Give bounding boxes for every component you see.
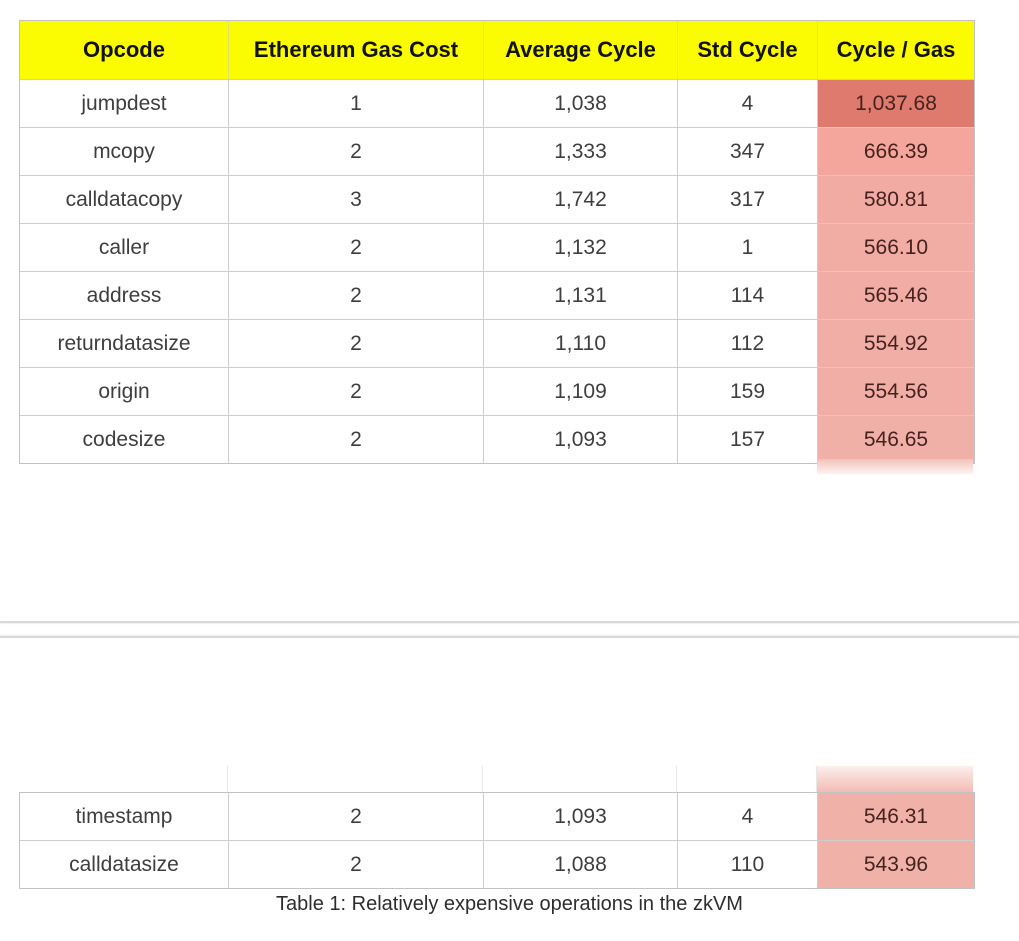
- std-cycle-cell: 317: [678, 176, 818, 223]
- std-cycle-cell: 157: [678, 416, 818, 463]
- std-cycle-cell: 347: [678, 128, 818, 175]
- opcode-cell: timestamp: [20, 793, 229, 840]
- cycle-per-gas-cell: 580.81: [818, 176, 974, 223]
- cut-cell: [19, 766, 228, 792]
- average-cycle-cell: 1,131: [484, 272, 678, 319]
- table-row: mcopy 2 1,333 347 666.39: [20, 128, 974, 176]
- opcode-table-page2: timestamp 2 1,093 4 546.31 calldatasize 2 1,088…: [19, 792, 975, 889]
- cycle-per-gas-cell: 565.46: [818, 272, 974, 319]
- std-cycle-cell: 4: [678, 793, 818, 840]
- average-cycle-cell: 1,109: [484, 368, 678, 415]
- gas-cost-cell: 2: [229, 272, 484, 319]
- std-cycle-cell: 114: [678, 272, 818, 319]
- gas-cost-cell: 1: [229, 80, 484, 127]
- cut-cell: [228, 766, 483, 792]
- cycle-per-gas-cell: 554.92: [818, 320, 974, 367]
- cut-row-pink-sliver-page1: [817, 459, 973, 474]
- opcode-cell: caller: [20, 224, 229, 271]
- opcode-table-page1-body: jumpdest 1 1,038 4 1,037.68 mcopy 2 1,333 347 666…: [20, 80, 974, 463]
- average-cycle-cell: 1,038: [484, 80, 678, 127]
- cycle-per-gas-cell: 1,037.68: [818, 80, 974, 127]
- gas-cost-cell: 2: [229, 416, 484, 463]
- table-row: origin 2 1,109 159 554.56: [20, 368, 974, 416]
- table-row: calldatacopy 3 1,742 317 580.81: [20, 176, 974, 224]
- cycle-per-gas-cell: 566.10: [818, 224, 974, 271]
- cycle-per-gas-cell: 543.96: [818, 841, 974, 888]
- opcode-cell: mcopy: [20, 128, 229, 175]
- average-cycle-cell: 1,093: [484, 416, 678, 463]
- std-cycle-cell: 4: [678, 80, 818, 127]
- cycle-per-gas-cell: 546.65: [818, 416, 974, 463]
- cycle-per-gas-cell: 554.56: [818, 368, 974, 415]
- opcode-cell: address: [20, 272, 229, 319]
- column-header-opcode: Opcode: [20, 21, 229, 79]
- std-cycle-cell: 112: [678, 320, 818, 367]
- opcode-table-page2-body: timestamp 2 1,093 4 546.31 calldatasize 2 1,088…: [20, 793, 974, 888]
- std-cycle-cell: 110: [678, 841, 818, 888]
- average-cycle-cell: 1,333: [484, 128, 678, 175]
- average-cycle-cell: 1,088: [484, 841, 678, 888]
- average-cycle-cell: 1,742: [484, 176, 678, 223]
- opcode-cell: codesize: [20, 416, 229, 463]
- cut-row-sliver-page2: [19, 766, 973, 792]
- opcode-table-page1: Opcode Ethereum Gas Cost Average Cycle S…: [19, 20, 975, 464]
- average-cycle-cell: 1,093: [484, 793, 678, 840]
- column-header-average-cycle: Average Cycle: [484, 21, 678, 79]
- cut-cell: [483, 766, 677, 792]
- std-cycle-cell: 159: [678, 368, 818, 415]
- cycle-per-gas-cell: 666.39: [818, 128, 974, 175]
- table-header-row: Opcode Ethereum Gas Cost Average Cycle S…: [20, 21, 974, 80]
- table-row: jumpdest 1 1,038 4 1,037.68: [20, 80, 974, 128]
- column-header-cycle-per-gas: Cycle / Gas: [818, 21, 974, 79]
- column-header-ethereum-gas-cost: Ethereum Gas Cost: [229, 21, 484, 79]
- gas-cost-cell: 2: [229, 368, 484, 415]
- opcode-cell: returndatasize: [20, 320, 229, 367]
- average-cycle-cell: 1,110: [484, 320, 678, 367]
- cut-cell: [677, 766, 817, 792]
- opcode-cell: origin: [20, 368, 229, 415]
- opcode-cell: calldatasize: [20, 841, 229, 888]
- opcode-cell: calldatacopy: [20, 176, 229, 223]
- page-break-line-bottom: [0, 636, 1019, 638]
- average-cycle-cell: 1,132: [484, 224, 678, 271]
- column-header-std-cycle: Std Cycle: [678, 21, 818, 79]
- table-row: returndatasize 2 1,110 112 554.92: [20, 320, 974, 368]
- gas-cost-cell: 2: [229, 841, 484, 888]
- table-row: address 2 1,131 114 565.46: [20, 272, 974, 320]
- gas-cost-cell: 2: [229, 224, 484, 271]
- cycle-per-gas-cell: 546.31: [818, 793, 974, 840]
- std-cycle-cell: 1: [678, 224, 818, 271]
- gas-cost-cell: 2: [229, 128, 484, 175]
- table-caption: Table 1: Relatively expensive operations…: [276, 893, 743, 915]
- cut-cell-pink: [817, 766, 973, 792]
- gas-cost-cell: 2: [229, 793, 484, 840]
- table-row: caller 2 1,132 1 566.10: [20, 224, 974, 272]
- opcode-cell: jumpdest: [20, 80, 229, 127]
- page-break-line-top: [0, 621, 1019, 623]
- table-row: timestamp 2 1,093 4 546.31: [20, 793, 974, 841]
- table-row: codesize 2 1,093 157 546.65: [20, 416, 974, 463]
- gas-cost-cell: 3: [229, 176, 484, 223]
- table-row: calldatasize 2 1,088 110 543.96: [20, 841, 974, 888]
- gas-cost-cell: 2: [229, 320, 484, 367]
